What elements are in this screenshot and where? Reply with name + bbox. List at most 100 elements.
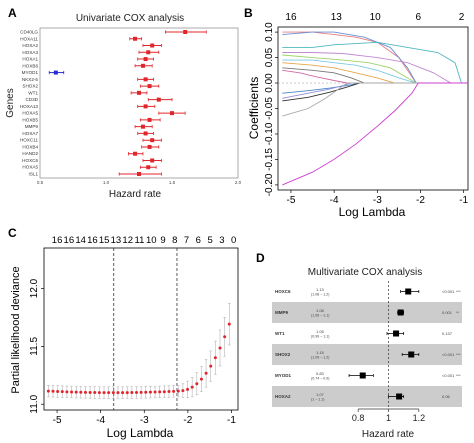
d-hr-value: 1.05 [316,329,325,334]
c-deviance-point [162,390,166,394]
panel-letter-a: A [8,6,17,20]
c-top-tick-label: 12 [122,235,133,246]
a-gene-label: HOXB5 [22,117,38,122]
d-ci-text: (0.74 ~ 0.9) [311,377,329,381]
c-top-tick-label: 16 [64,235,75,246]
a-gene-label: WT1 [28,90,38,95]
d-hr-point [393,330,400,337]
c-deviance-point [111,391,115,395]
c-top-tick-label: 16 [52,235,63,246]
d-significance-stars: ** [456,310,460,315]
panel-d-title: Multivariate COX analysis [308,267,422,278]
a-x-tick-label: 0.5 [37,180,44,185]
a-gene-label: HOXB6 [22,63,38,68]
c-deviance-point [227,322,231,326]
b-coef-path [282,82,468,94]
b-y-tick-label: -0.10 [264,122,275,145]
b-y-tick-label: 0.00 [264,73,275,93]
a-hr-point [143,104,148,109]
d-p-value: <0.001 [442,289,455,294]
b-coef-path [282,41,468,84]
panel-a-title: Univariate COX analysis [76,13,184,24]
c-top-tick-label: 13 [111,235,122,246]
c-deviance-point [130,391,134,395]
d-gene-label: SHOX2 [275,352,291,357]
d-row-band [272,344,462,365]
panel-a-ylabel: Genes [5,88,16,117]
panel-letter-c: C [8,226,17,240]
c-deviance-point [167,390,171,394]
panel-d: Multivariate COX analysis HOXC6 1.13(1.08… [272,267,462,440]
c-deviance-point [135,390,139,394]
b-y-tick-label: -0.20 [264,173,275,196]
c-deviance-point [65,390,69,394]
c-deviance-point [213,356,217,360]
c-deviance-point [176,389,180,393]
a-gene-label: HOXC6 [22,158,38,163]
c-deviance-point [158,390,162,394]
c-deviance-point [223,335,227,339]
c-deviance-point [107,391,111,395]
c-deviance-point [209,364,213,368]
b-y-tick-label: 0.05 [264,47,275,67]
b-x-tick-label: -1 [459,195,468,206]
c-deviance-point [74,390,78,394]
c-deviance-point [56,389,60,393]
a-hr-point [150,138,155,143]
a-gene-label: HOXC11 [20,138,38,143]
c-deviance-point [199,377,203,381]
a-hr-point [53,70,58,75]
d-hr-value: 1.13 [316,287,325,292]
c-x-tick-label: -1 [227,415,236,426]
panel-a: Univariate COX analysis 0.5 1.0 1.5 2.0 CD4… [5,13,242,200]
a-gene-label: HAND2 [22,151,38,156]
c-deviance-point [204,371,208,375]
c-deviance-point [190,385,194,389]
d-p-value: <0.001 [442,352,455,357]
c-deviance-point [70,390,74,394]
c-deviance-point [148,390,152,394]
c-x-tick-label: -3 [140,415,149,426]
a-gene-label: HOXA7 [22,131,38,136]
c-top-tick-label: 9 [160,235,165,246]
a-hr-point [140,124,145,129]
b-y-tick-label: 0.10 [264,22,275,42]
a-x-tick-label: 2.0 [235,180,242,185]
d-p-value: 0.06 [442,394,451,399]
b-coef-path [282,82,468,102]
a-hr-point [146,165,151,170]
d-gene-label: HOXC6 [275,289,291,294]
b-coef-path [282,82,468,186]
d-hr-point [405,288,412,295]
panel-c-xlabel: Log Lambda [107,426,174,440]
c-top-tick-label: 7 [184,235,189,246]
a-gene-label: SHOX2 [22,84,38,89]
d-gene-label: MYOD1 [275,373,292,378]
c-y-tick-label: 12.0 [29,278,40,298]
c-deviance-point [121,391,125,395]
a-hr-point [143,57,148,62]
c-deviance-point [116,391,120,395]
a-hr-point [150,43,155,48]
b-coef-path [282,62,468,84]
panel-a-xlabel: Hazard rate [109,189,162,200]
d-hr-value: 1.07 [316,392,325,397]
c-y-tick-label: 11.5 [29,337,40,356]
d-p-value: 0.137 [442,331,453,336]
a-hr-point [170,111,174,116]
d-significance-stars: *** [456,352,461,357]
a-gene-label: HOXA11 [20,36,38,41]
d-gene-label: HOXA2 [275,394,291,399]
a-gene-label: HOXA2 [22,43,38,48]
c-deviance-point [79,390,83,394]
d-hr-point [396,393,403,400]
a-gene-label: HOXB4 [22,144,38,149]
d-hr-point [408,351,415,358]
c-deviance-point [60,390,64,394]
c-top-tick-label: 0 [231,235,236,246]
d-significance-stars: *** [456,373,461,378]
c-deviance-point [186,387,190,391]
d-hr-point [397,309,404,316]
d-hr-point [359,372,366,379]
